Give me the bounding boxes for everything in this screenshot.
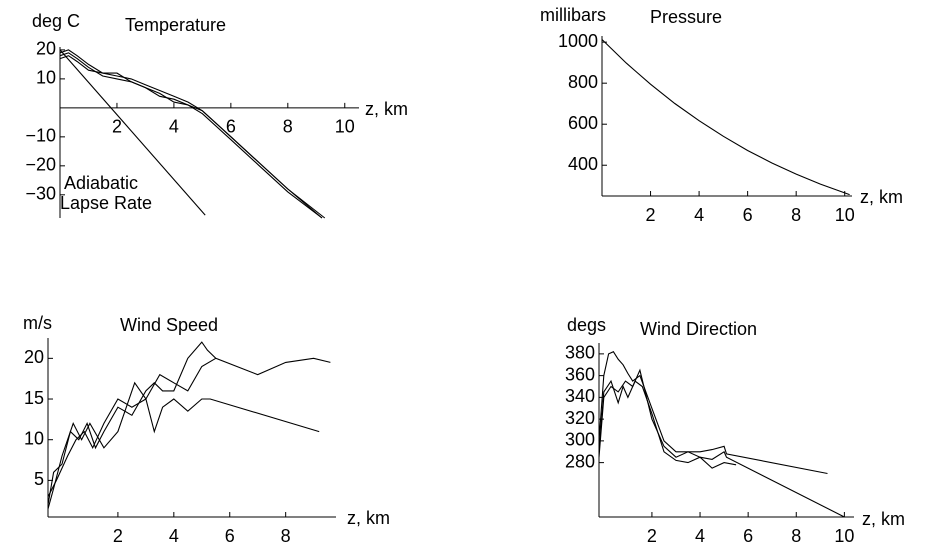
y-tick-label: −10	[25, 126, 56, 146]
x-tick-label: 10	[335, 117, 355, 137]
y-tick-label: 600	[568, 113, 598, 133]
x-tick-label: 2	[113, 526, 123, 542]
data-line	[598, 368, 845, 518]
data-line	[59, 52, 326, 219]
y-tick-label: 280	[565, 451, 595, 471]
x-tick-label: 8	[791, 526, 801, 542]
annotation: Adiabatic	[64, 173, 138, 193]
y-tick-label: 340	[565, 386, 595, 406]
x-axis-label: z, km	[365, 99, 408, 119]
data-line	[47, 341, 331, 505]
y-axis-label: deg C	[32, 11, 80, 31]
x-tick-label: 2	[647, 526, 657, 542]
data-line	[47, 357, 217, 510]
data-line	[59, 49, 206, 216]
y-tick-label: 5	[34, 469, 44, 489]
y-tick-label: 10	[36, 68, 56, 88]
y-tick-label: 800	[568, 72, 598, 92]
y-tick-label: 300	[565, 430, 595, 450]
x-tick-label: 8	[281, 526, 291, 542]
y-tick-label: 320	[565, 408, 595, 428]
x-tick-label: 6	[225, 526, 235, 542]
x-tick-label: 10	[834, 526, 854, 542]
x-tick-label: 4	[169, 117, 179, 137]
y-tick-label: −20	[25, 155, 56, 175]
chart-title: Pressure	[650, 7, 722, 27]
x-tick-label: 2	[646, 205, 656, 225]
y-tick-label: 360	[565, 364, 595, 384]
data-line	[598, 379, 737, 469]
y-tick-label: 15	[24, 388, 44, 408]
x-tick-label: 6	[226, 117, 236, 137]
x-axis-label: z, km	[860, 187, 903, 207]
x-tick-label: 10	[835, 205, 855, 225]
x-tick-label: 4	[169, 526, 179, 542]
x-tick-label: 6	[743, 526, 753, 542]
x-tick-label: 6	[743, 205, 753, 225]
y-tick-label: 20	[24, 347, 44, 367]
y-axis-label: m/s	[23, 313, 52, 333]
annotation: Lapse Rate	[60, 193, 152, 213]
chart-title: Wind Speed	[120, 315, 218, 335]
y-tick-label: 400	[568, 154, 598, 174]
x-axis-label: z, km	[862, 509, 905, 529]
chart-title: Temperature	[125, 15, 226, 35]
x-tick-label: 2	[112, 117, 122, 137]
data-line	[47, 398, 320, 497]
x-tick-label: 4	[695, 526, 705, 542]
y-axis-label: degs	[567, 315, 606, 335]
x-tick-label: 4	[694, 205, 704, 225]
y-tick-label: 1000	[558, 31, 598, 51]
y-tick-label: −30	[25, 184, 56, 204]
data-line	[598, 350, 828, 475]
y-axis-label: millibars	[540, 5, 606, 25]
y-tick-label: 380	[565, 343, 595, 363]
chart-title: Wind Direction	[640, 319, 757, 339]
x-tick-label: 8	[283, 117, 293, 137]
y-tick-label: 20	[36, 39, 56, 59]
x-axis-label: z, km	[347, 508, 390, 528]
data-line	[601, 39, 850, 196]
x-tick-label: 8	[791, 205, 801, 225]
data-line	[59, 55, 323, 219]
y-tick-label: 10	[24, 428, 44, 448]
